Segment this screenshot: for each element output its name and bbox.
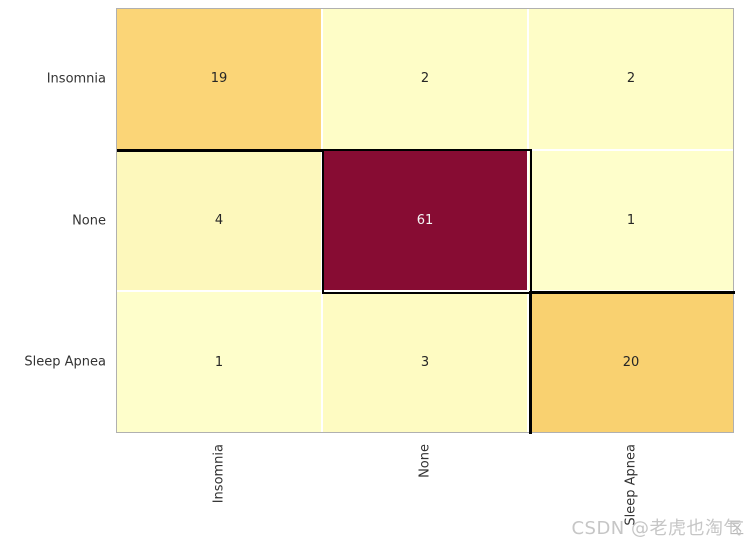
- heatmap-cell-r2c0[interactable]: 1: [117, 292, 321, 432]
- heatmap-cell-r1c1[interactable]: 61: [323, 150, 527, 291]
- csdn-watermark: CSDN @老虎也淘气: [571, 518, 742, 539]
- xtick-label-insomnia: Insomnia: [211, 444, 227, 504]
- diagonal-outline-segment-r2-left: [529, 291, 532, 434]
- heatmap-cell-r0c2[interactable]: 2: [529, 9, 733, 149]
- ytick-label-sleep-apnea: Sleep Apnea: [24, 354, 106, 370]
- ytick-label-insomnia: Insomnia: [46, 71, 106, 87]
- heatmap-cell-r1c0[interactable]: 4: [117, 150, 321, 291]
- heatmap: 19 2 2 4 61 1 1 3 20: [116, 8, 735, 434]
- heatmap-cell-r1c2[interactable]: 1: [529, 150, 733, 291]
- heatmap-cell-r0c0[interactable]: 19: [117, 9, 321, 149]
- diagonal-outline-segment-r2-top: [529, 291, 735, 294]
- xtick-label-none: None: [417, 444, 433, 478]
- heatmap-cell-r0c1[interactable]: 2: [323, 9, 527, 149]
- watermark-ghost-text: 区: [728, 519, 744, 537]
- ytick-label-none: None: [72, 213, 106, 229]
- heatmap-cell-r2c1[interactable]: 3: [323, 292, 527, 432]
- heatmap-cell-r2c2[interactable]: 20: [529, 292, 733, 432]
- diagonal-outline-segment-r0: [117, 149, 324, 152]
- diagonal-outline-rect-r1: [322, 149, 532, 294]
